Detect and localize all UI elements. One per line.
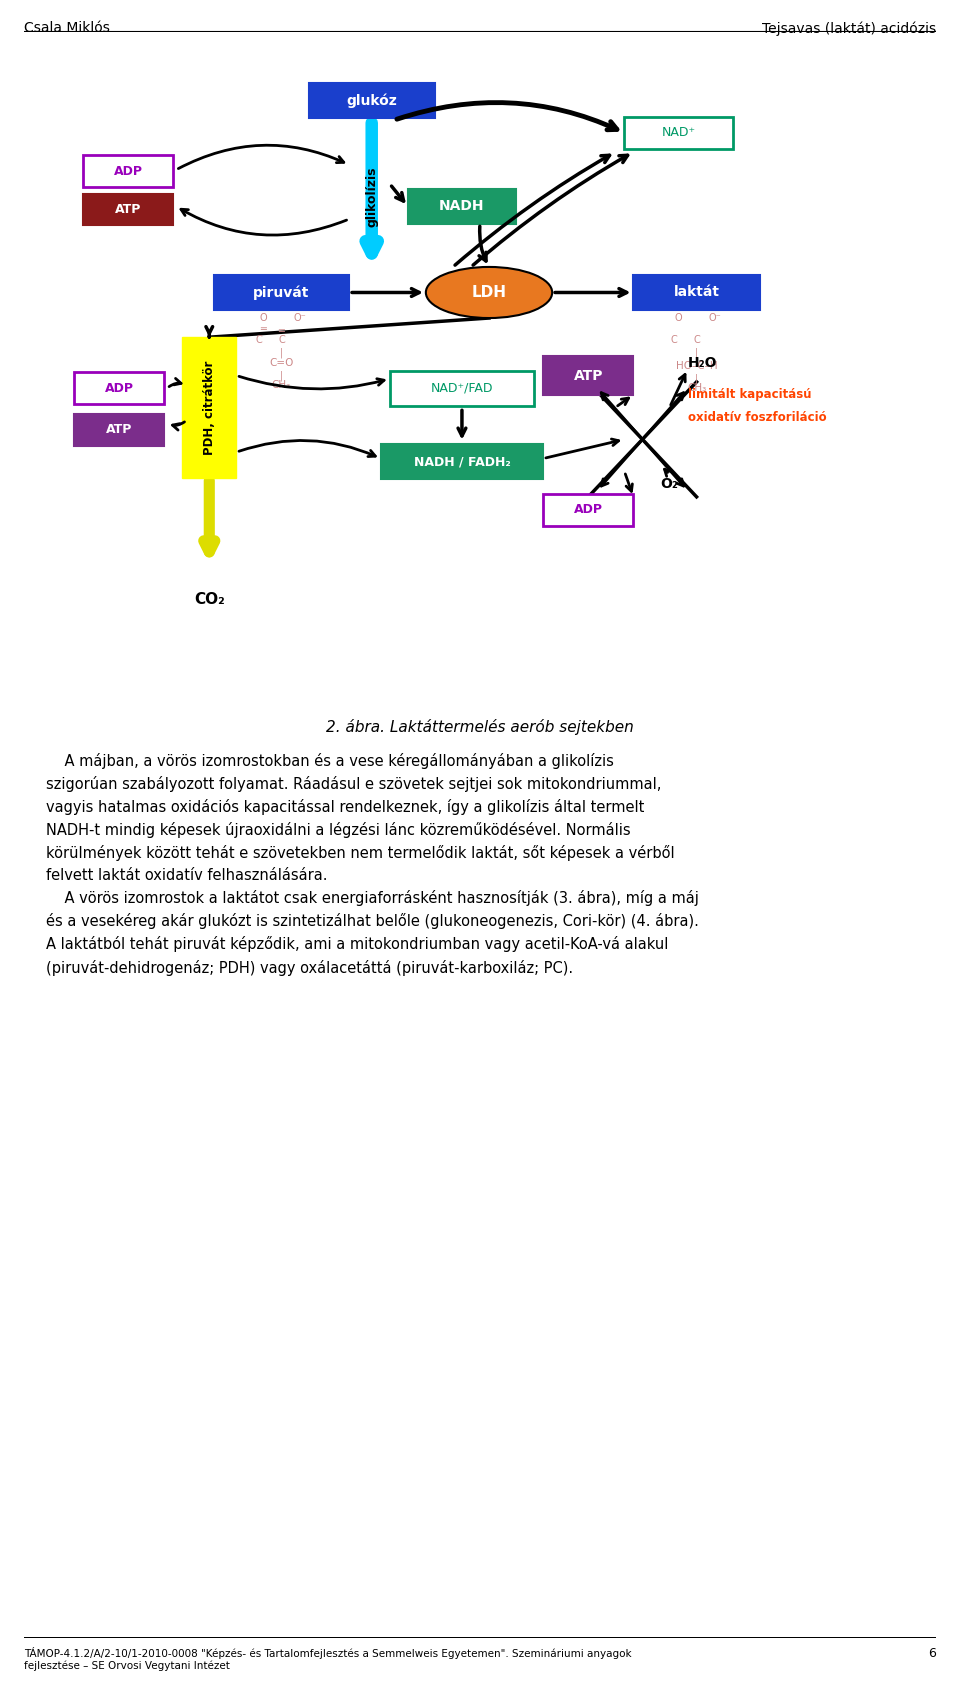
Text: HO–C–H: HO–C–H [676, 361, 717, 371]
FancyBboxPatch shape [381, 444, 543, 479]
Text: Csala Miklós: Csala Miklós [24, 20, 109, 36]
Text: ATP: ATP [573, 368, 603, 383]
Text: laktát: laktát [674, 286, 720, 300]
FancyBboxPatch shape [390, 371, 534, 405]
Text: ═: ═ [278, 325, 284, 335]
Text: |: | [280, 347, 283, 358]
Text: piruvát: piruvát [253, 284, 310, 300]
Text: ADP: ADP [574, 502, 603, 516]
Text: ADP: ADP [113, 165, 143, 177]
Text: C: C [671, 335, 678, 346]
Text: ATP: ATP [115, 203, 141, 216]
FancyBboxPatch shape [74, 373, 164, 404]
Text: limitált kapacitású: limitált kapacitású [687, 388, 811, 402]
FancyBboxPatch shape [543, 356, 634, 395]
Text: LDH: LDH [471, 284, 507, 300]
Text: C: C [278, 335, 285, 346]
Text: Tejsavas (laktát) acidózis: Tejsavas (laktát) acidózis [762, 20, 936, 36]
FancyBboxPatch shape [214, 274, 349, 310]
FancyBboxPatch shape [74, 414, 164, 446]
Text: NAD⁺: NAD⁺ [661, 126, 696, 140]
Text: C: C [255, 335, 262, 346]
Ellipse shape [426, 267, 552, 318]
Text: TÁMOP-4.1.2/A/2-10/1-2010-0008 "Képzés- és Tartalomfejlesztés a Semmelweis Egyet: TÁMOP-4.1.2/A/2-10/1-2010-0008 "Képzés- … [24, 1647, 632, 1671]
Text: O: O [259, 313, 267, 324]
Text: ═: ═ [260, 325, 266, 334]
FancyBboxPatch shape [408, 189, 516, 223]
Text: oxidatív foszforiláció: oxidatív foszforiláció [687, 410, 827, 424]
FancyBboxPatch shape [83, 155, 173, 187]
Text: H₂O: H₂O [687, 356, 717, 370]
Text: NAD⁺/FAD: NAD⁺/FAD [431, 381, 493, 395]
Text: NADH: NADH [440, 199, 485, 213]
Text: 2. ábra. Laktáttermelés aerób sejtekben: 2. ábra. Laktáttermelés aerób sejtekben [326, 719, 634, 734]
Text: PDH, citrátkör: PDH, citrátkör [203, 361, 216, 455]
FancyBboxPatch shape [624, 118, 732, 148]
Text: O⁻: O⁻ [708, 313, 721, 324]
Text: |: | [280, 370, 283, 381]
Text: 6: 6 [928, 1647, 936, 1660]
Text: A májban, a vörös izomrostokban és a vese kéregállományában a glikolízis
szigorú: A májban, a vörös izomrostokban és a ves… [46, 753, 699, 976]
FancyBboxPatch shape [634, 274, 759, 310]
Text: O₂: O₂ [660, 477, 679, 490]
FancyBboxPatch shape [543, 494, 634, 526]
Text: ADP: ADP [105, 381, 133, 395]
FancyBboxPatch shape [83, 194, 173, 225]
Text: C: C [693, 335, 700, 346]
Text: CH₃: CH₃ [272, 380, 291, 390]
Text: NADH / FADH₂: NADH / FADH₂ [414, 455, 511, 468]
Text: CH₃: CH₃ [687, 383, 707, 393]
Text: CO₂: CO₂ [194, 591, 225, 606]
Text: |: | [695, 347, 698, 358]
Text: glikolízis: glikolízis [365, 167, 378, 226]
Text: ATP: ATP [106, 424, 132, 436]
FancyBboxPatch shape [182, 337, 236, 479]
FancyBboxPatch shape [308, 83, 435, 119]
Text: glukóz: glukóz [347, 94, 397, 109]
Text: C=O: C=O [270, 358, 294, 368]
Text: O⁻: O⁻ [293, 313, 306, 324]
Text: |: | [695, 373, 698, 383]
Text: O: O [675, 313, 683, 324]
